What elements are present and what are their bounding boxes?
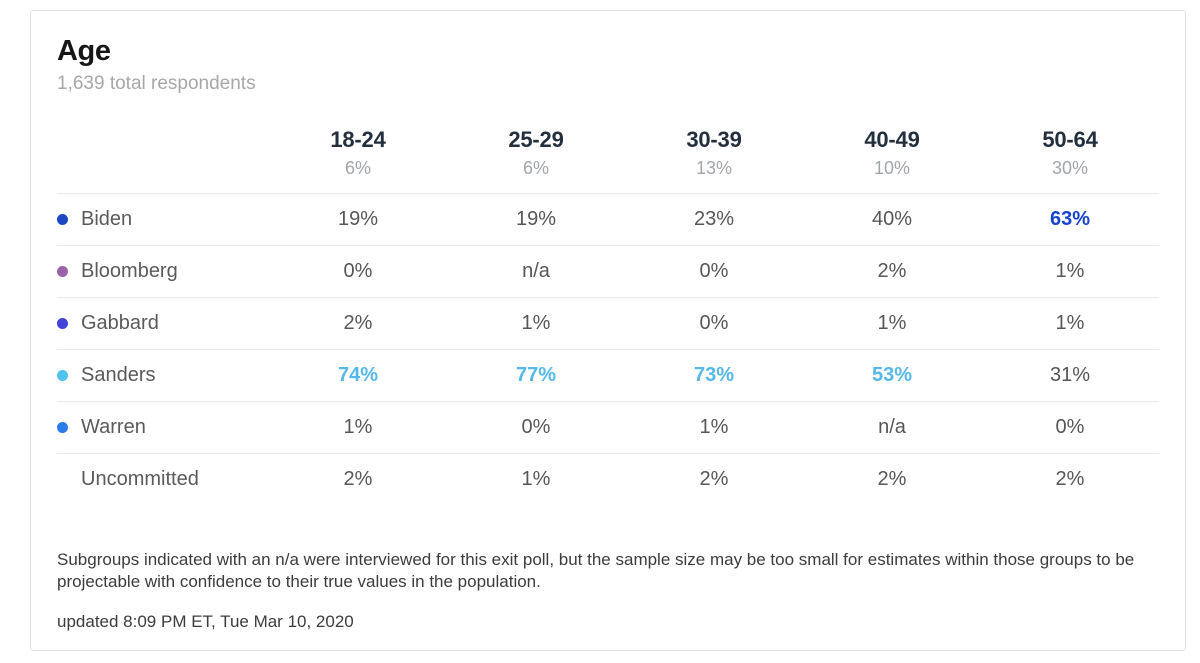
respondents-subtitle: 1,639 total respondents	[57, 73, 256, 94]
updated-timestamp: updated 8:09 PM ET, Tue Mar 10, 2020	[57, 611, 354, 631]
column-share-label: 30%	[1051, 158, 1089, 178]
candidate-label: Uncommitted	[81, 468, 199, 490]
candidate-label: Warren	[81, 416, 146, 438]
candidate-label: Gabbard	[81, 312, 159, 334]
value-cell: 0%	[521, 416, 551, 438]
value-cell: 2%	[343, 312, 373, 334]
table-row-bloomberg: Bloomberg 0% n/a 0% 2% 1%	[57, 245, 1159, 297]
table-row-warren: Warren 1% 0% 1% n/a 0%	[57, 401, 1159, 453]
candidate-label: Sanders	[81, 364, 156, 386]
column-age-label: 40-49	[864, 127, 920, 152]
value-cell: 2%	[699, 468, 729, 490]
value-cell: 1%	[1055, 312, 1085, 334]
column-share-label: 6%	[522, 158, 549, 178]
value-cell-highlighted: 77%	[515, 364, 557, 386]
value-cell: 2%	[343, 468, 373, 490]
candidate-cell: Bloomberg	[57, 260, 269, 283]
column-share-label: 10%	[873, 158, 911, 178]
value-cell: 31%	[1049, 364, 1091, 386]
candidate-label: Biden	[81, 208, 133, 230]
page-title: Age	[57, 35, 111, 67]
table-header-row: 18-24 6% 25-29 6% 30-39 13% 40-49 10% 50…	[57, 127, 1159, 193]
candidate-dot	[57, 214, 68, 225]
candidate-dot	[57, 370, 68, 381]
value-cell: n/a	[878, 416, 906, 438]
column-age-label: 18-24	[330, 127, 386, 152]
value-cell: 2%	[877, 260, 907, 282]
table-row-uncommitted: Uncommitted 2% 1% 2% 2% 2%	[57, 453, 1159, 505]
value-cell: 0%	[343, 260, 373, 282]
value-cell: 23%	[693, 208, 735, 230]
value-cell: 1%	[521, 468, 551, 490]
value-cell-highlighted: 73%	[693, 364, 735, 386]
candidate-dot	[57, 318, 68, 329]
candidate-cell: Uncommitted	[57, 468, 269, 491]
value-cell: 0%	[699, 260, 729, 282]
column-share-label: 6%	[344, 158, 371, 178]
candidate-cell: Warren	[57, 416, 269, 439]
column-share-label: 13%	[695, 158, 733, 178]
value-cell: 19%	[515, 208, 557, 230]
value-cell: 1%	[521, 312, 551, 334]
candidate-label: Bloomberg	[81, 260, 178, 282]
value-cell-highlighted: 74%	[337, 364, 379, 386]
value-cell-highlighted: 53%	[871, 364, 913, 386]
value-cell: 19%	[337, 208, 379, 230]
value-cell: n/a	[522, 260, 550, 282]
value-cell: 40%	[871, 208, 913, 230]
value-cell: 2%	[877, 468, 907, 490]
candidate-dot	[57, 266, 68, 277]
value-cell: 2%	[1055, 468, 1085, 490]
table-row-biden: Biden 19% 19% 23% 40% 63%	[57, 193, 1159, 245]
column-header: 50-64 30%	[981, 127, 1159, 179]
column-header: 30-39 13%	[625, 127, 803, 179]
candidate-dot	[57, 422, 68, 433]
value-cell: 0%	[699, 312, 729, 334]
candidate-cell: Sanders	[57, 364, 269, 387]
candidate-dot-placeholder	[57, 474, 68, 485]
column-header: 40-49 10%	[803, 127, 981, 179]
column-header: 25-29 6%	[447, 127, 625, 179]
value-cell: 1%	[343, 416, 373, 438]
column-age-label: 30-39	[686, 127, 742, 152]
exit-poll-card: Age 1,639 total respondents 18-24 6% 25-…	[30, 10, 1186, 651]
candidate-cell: Gabbard	[57, 312, 269, 335]
column-age-label: 25-29	[508, 127, 564, 152]
table-row-gabbard: Gabbard 2% 1% 0% 1% 1%	[57, 297, 1159, 349]
value-cell: 1%	[699, 416, 729, 438]
value-cell: 0%	[1055, 416, 1085, 438]
table-row-sanders: Sanders 74% 77% 73% 53% 31%	[57, 349, 1159, 401]
candidate-cell: Biden	[57, 208, 269, 231]
sample-size-footnote: Subgroups indicated with an n/a were int…	[57, 550, 1135, 592]
column-header: 18-24 6%	[269, 127, 447, 179]
value-cell-highlighted: 63%	[1049, 208, 1091, 230]
column-age-label: 50-64	[1042, 127, 1098, 152]
value-cell: 1%	[877, 312, 907, 334]
value-cell: 1%	[1055, 260, 1085, 282]
